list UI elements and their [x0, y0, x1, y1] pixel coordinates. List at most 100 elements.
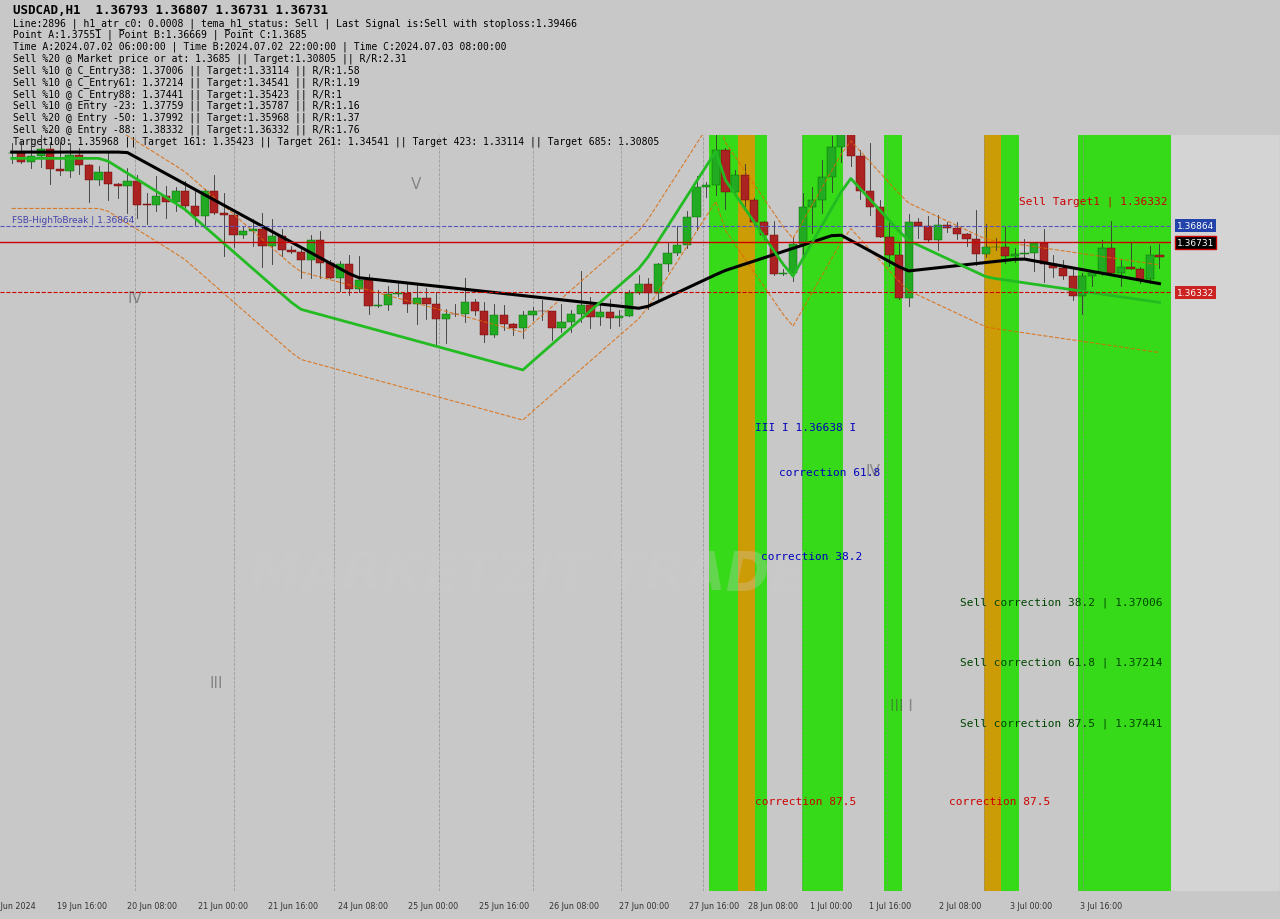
Text: 2 Jul 08:00: 2 Jul 08:00 — [940, 901, 982, 910]
Bar — [982, 248, 989, 255]
Text: IV: IV — [127, 290, 142, 305]
Bar — [741, 176, 749, 201]
Text: 19 Jun 2024: 19 Jun 2024 — [0, 901, 36, 910]
Text: 1.36332: 1.36332 — [1176, 289, 1213, 298]
Bar — [701, 186, 710, 187]
Text: 3 Jul 16:00: 3 Jul 16:00 — [1080, 901, 1123, 910]
Text: 24 Jun 08:00: 24 Jun 08:00 — [338, 901, 388, 910]
Text: Sell %10 @ C_Entry61: 1.37214 || Target:1.34541 || R/R:1.19: Sell %10 @ C_Entry61: 1.37214 || Target:… — [13, 77, 360, 87]
Bar — [769, 236, 778, 275]
Bar — [27, 157, 35, 163]
Bar — [1156, 255, 1164, 258]
Bar — [933, 226, 942, 241]
Text: Sell Target1 | 1.36332: Sell Target1 | 1.36332 — [1019, 196, 1167, 207]
Bar — [412, 300, 421, 304]
Text: Sell %10 @ Entry -23: 1.37759 || Target:1.35787 || R/R:1.16: Sell %10 @ Entry -23: 1.37759 || Target:… — [13, 100, 360, 111]
Text: 1.36864: 1.36864 — [1176, 221, 1213, 231]
Text: 28 Jun 08:00: 28 Jun 08:00 — [748, 901, 797, 910]
Bar — [384, 295, 392, 305]
Bar — [191, 207, 200, 216]
Bar — [152, 197, 160, 206]
Bar — [114, 185, 122, 187]
Bar — [220, 214, 228, 216]
Bar — [268, 236, 276, 247]
Bar — [972, 240, 980, 255]
Bar — [509, 324, 517, 328]
Bar — [1030, 244, 1038, 254]
Bar — [1001, 248, 1009, 257]
Text: V: V — [411, 176, 421, 192]
Bar — [709, 136, 767, 891]
Bar — [422, 300, 430, 304]
Text: Sell %10 @ C_Entry88: 1.37441 || Target:1.35423 || R/R:1: Sell %10 @ C_Entry88: 1.37441 || Target:… — [13, 88, 342, 99]
Bar — [17, 154, 26, 163]
Text: 25 Jun 16:00: 25 Jun 16:00 — [479, 901, 529, 910]
Bar — [952, 229, 961, 234]
Bar — [876, 208, 884, 238]
Bar — [943, 226, 951, 229]
Bar — [1059, 269, 1068, 277]
Bar — [963, 234, 970, 240]
Bar — [442, 315, 449, 319]
Bar — [1107, 249, 1115, 274]
Bar — [133, 182, 141, 206]
Text: 26 Jun 08:00: 26 Jun 08:00 — [549, 901, 599, 910]
Bar — [1097, 249, 1106, 274]
Bar — [1088, 274, 1096, 277]
Bar — [403, 294, 411, 304]
Text: 25 Jun 00:00: 25 Jun 00:00 — [408, 901, 458, 910]
Bar — [867, 192, 874, 208]
Bar — [355, 280, 364, 290]
Bar — [490, 316, 498, 335]
Text: MARKETZIT TRADE: MARKETZIT TRADE — [248, 548, 805, 600]
Bar — [201, 192, 209, 216]
Text: Sell %20 @ Entry -50: 1.37992 || Target:1.35968 || R/R:1.37: Sell %20 @ Entry -50: 1.37992 || Target:… — [13, 112, 360, 123]
Text: Line:2896 | h1_atr_c0: 0.0008 | tema_h1_status: Sell | Last Signal is:Sell with : Line:2896 | h1_atr_c0: 0.0008 | tema_h1_… — [13, 17, 577, 28]
Bar — [374, 305, 383, 307]
Bar — [856, 157, 864, 192]
Text: Sell %20 @ Entry -88: 1.38332 || Target:1.36332 || R/R:1.76: Sell %20 @ Entry -88: 1.38332 || Target:… — [13, 124, 360, 135]
Bar — [895, 255, 904, 299]
Text: 21 Jun 16:00: 21 Jun 16:00 — [268, 901, 317, 910]
Text: USDCAD,H1  1.36793 1.36807 1.36731 1.36731: USDCAD,H1 1.36793 1.36807 1.36731 1.3673… — [13, 4, 328, 17]
Bar — [76, 156, 83, 166]
Text: 20 Jun 08:00: 20 Jun 08:00 — [127, 901, 177, 910]
Bar — [123, 182, 132, 187]
Bar — [95, 173, 102, 181]
Bar — [182, 192, 189, 207]
Bar — [1126, 267, 1134, 270]
Bar — [326, 264, 334, 279]
Bar — [914, 223, 923, 227]
Text: correction 87.5: correction 87.5 — [755, 797, 856, 807]
Bar — [750, 201, 759, 222]
Bar — [760, 222, 768, 236]
Bar — [229, 216, 238, 235]
Bar — [654, 265, 662, 294]
Bar — [644, 285, 653, 294]
Bar — [808, 201, 817, 208]
Text: Sell %20 @ Market price or at: 1.3685 || Target:1.30805 || R/R:2.31: Sell %20 @ Market price or at: 1.3685 ||… — [13, 53, 407, 63]
Text: correction 61.8: correction 61.8 — [778, 468, 881, 478]
Bar — [788, 244, 797, 274]
Bar — [847, 125, 855, 157]
Bar — [529, 312, 536, 316]
Text: III I: III I — [891, 698, 913, 713]
Text: correction 38.2: correction 38.2 — [762, 551, 863, 561]
Bar — [461, 302, 470, 315]
Bar — [1078, 136, 1171, 891]
Text: correction 87.5: correction 87.5 — [948, 797, 1050, 807]
Bar — [84, 166, 93, 181]
Bar — [924, 227, 932, 241]
Bar — [239, 232, 247, 235]
Bar — [56, 170, 64, 172]
Bar — [46, 150, 54, 170]
Bar — [1011, 255, 1019, 257]
Bar — [886, 238, 893, 255]
Bar — [663, 254, 672, 265]
Bar — [1137, 270, 1144, 280]
Bar — [737, 136, 755, 891]
Bar — [518, 316, 527, 328]
Bar — [567, 314, 575, 323]
Bar — [1117, 267, 1125, 274]
Bar — [596, 312, 604, 318]
